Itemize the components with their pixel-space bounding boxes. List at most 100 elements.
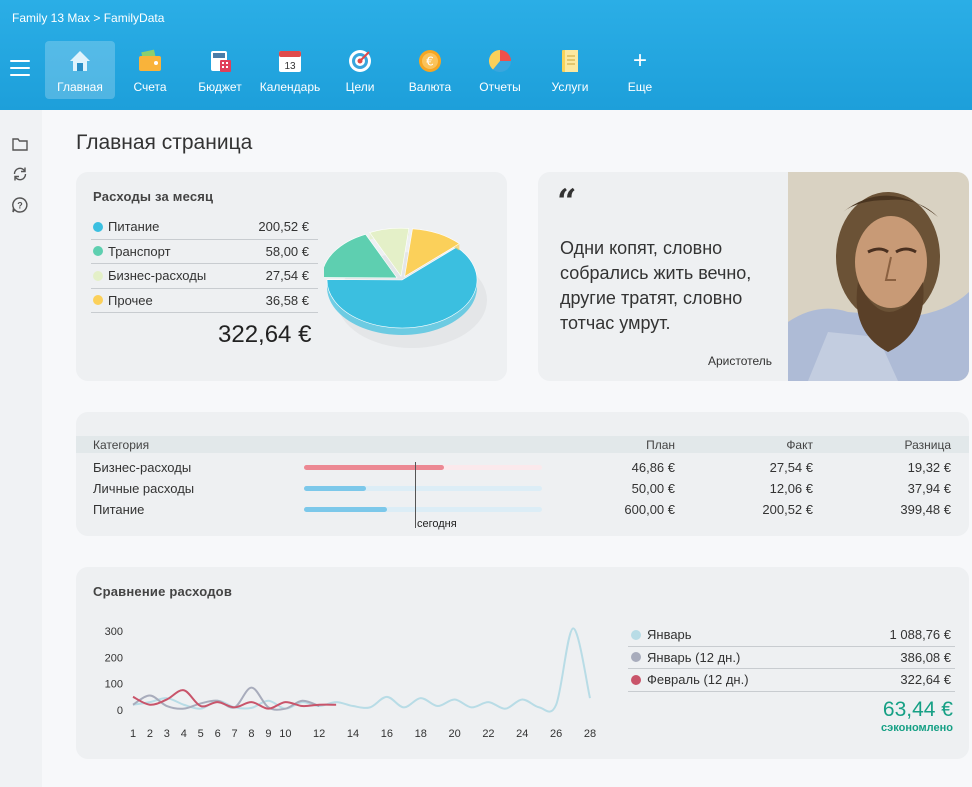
x-tick-label: 4 — [181, 728, 187, 740]
nav-item-goals[interactable]: Цели — [325, 41, 395, 99]
budget-plan: 50,00 € — [631, 481, 675, 496]
legend-value: 322,64 € — [900, 672, 951, 688]
legend-item[interactable]: Январь 1 088,76 € — [628, 624, 955, 647]
table-row[interactable]: Личные расходы 50,00 € 12,06 € 37,94 € — [76, 478, 969, 499]
legend-name: Февраль (12 дн.) — [647, 672, 749, 688]
pie-report-icon — [486, 47, 514, 75]
x-tick-label: 24 — [516, 728, 528, 740]
quote-card: “ Одни копят, словно собрались жить вечн… — [538, 172, 969, 381]
legend-item[interactable]: Январь (12 дн.) 386,08 € — [628, 647, 955, 669]
legend-value: 386,08 € — [900, 649, 951, 665]
color-dot — [93, 221, 103, 232]
pie-slice — [324, 233, 398, 279]
nav-item-accounts[interactable]: Счета — [115, 41, 185, 99]
folder-icon[interactable] — [11, 135, 29, 153]
menu-icon[interactable] — [10, 60, 30, 76]
expense-name: Транспорт — [108, 243, 171, 259]
list-item[interactable]: Питание 200,52 € — [91, 215, 318, 240]
budget-category: Личные расходы — [93, 481, 195, 496]
nav-label: Счета — [133, 80, 167, 94]
nav-item-budget[interactable]: Бюджет — [185, 41, 255, 99]
column-header-category: Категория — [93, 438, 150, 452]
legend-value: 1 088,76 € — [889, 627, 951, 643]
plus-icon: + — [632, 47, 647, 74]
table-row[interactable]: Бизнес-расходы 46,86 € 27,54 € 19,32 € — [76, 457, 969, 478]
expenses-pie-chart[interactable] — [324, 220, 494, 360]
expense-comparison-card: Сравнение расходов 300 200 100 0 1 2 3 4 5 6 7 8 9 10… — [76, 567, 969, 759]
calendar-day: 13 — [284, 61, 296, 72]
table-row[interactable]: Питание 600,00 € 200,52 € 399,48 € — [76, 499, 969, 520]
x-tick-label: 9 — [265, 728, 271, 740]
x-tick-label: 1 — [130, 728, 136, 740]
expense-name: Бизнес-расходы — [108, 268, 207, 284]
y-tick-label: 200 — [105, 652, 123, 664]
x-tick-label: 18 — [415, 728, 427, 740]
expense-list: Питание 200,52 € Транспорт 58,00 € Бизне… — [91, 215, 318, 313]
x-tick-label: 8 — [248, 728, 254, 740]
nav-label: Еще — [627, 80, 653, 94]
y-tick-label: 100 — [105, 679, 123, 691]
nav-label: Календарь — [259, 80, 321, 94]
list-item[interactable]: Прочее 36,58 € — [91, 289, 318, 313]
series-line — [132, 689, 337, 710]
help-icon[interactable]: ? — [11, 196, 29, 214]
main-nav: Главная Счета Бюджет 13 Календарь Цели — [45, 41, 675, 99]
nav-label: Услуги — [551, 80, 589, 94]
budget-fact: 12,06 € — [769, 481, 813, 496]
color-dot — [631, 629, 641, 640]
nav-item-services[interactable]: Услуги — [535, 41, 605, 99]
budget-plan: 600,00 € — [624, 502, 675, 517]
budget-plan: 46,86 € — [631, 460, 675, 475]
budget-fact: 27,54 € — [769, 460, 813, 475]
pie-slice — [404, 228, 460, 278]
quote-mark: “ — [557, 182, 577, 222]
x-tick-label: 22 — [482, 728, 494, 740]
progress-track — [304, 486, 542, 491]
card-title: Сравнение расходов — [93, 584, 233, 599]
color-dot — [93, 270, 103, 281]
document-icon — [556, 47, 584, 75]
progress-bar — [304, 486, 366, 491]
nav-label: Бюджет — [198, 80, 242, 94]
svg-text:€: € — [426, 55, 434, 69]
budget-diff: 399,48 € — [900, 502, 951, 517]
x-tick-label: 16 — [381, 728, 393, 740]
target-icon — [346, 47, 374, 75]
saved-amount: 63,44 € — [882, 698, 953, 721]
today-marker — [415, 462, 416, 528]
legend-item[interactable]: Февраль (12 дн.) 322,64 € — [628, 669, 955, 692]
left-sidebar: ? — [0, 110, 42, 787]
legend-name: Январь — [647, 627, 692, 643]
color-dot — [93, 295, 103, 306]
calculator-icon — [206, 47, 234, 75]
color-dot — [631, 652, 641, 663]
progress-bar — [304, 465, 445, 470]
calendar-icon: 13 — [276, 47, 304, 75]
monthly-expenses-card[interactable]: Расходы за месяц Питание 200,52 € Трансп… — [76, 172, 507, 381]
card-title: Расходы за месяц — [93, 189, 214, 204]
budget-fact: 200,52 € — [762, 502, 813, 517]
budget-progress-card: Категория План Факт Разница Бизнес-расхо… — [76, 412, 969, 536]
color-dot — [631, 674, 641, 685]
nav-item-home[interactable]: Главная — [45, 41, 115, 99]
expense-total: 322,64 € — [218, 321, 312, 348]
x-tick-label: 5 — [198, 728, 204, 740]
coin-icon: € — [416, 47, 444, 75]
x-tick-label: 12 — [313, 728, 325, 740]
nav-item-more[interactable]: + Еще — [605, 41, 675, 99]
breadcrumb[interactable]: Family 13 Max > FamilyData — [12, 11, 165, 25]
progress-bar — [304, 507, 388, 512]
nav-item-currency[interactable]: € Валюта — [395, 41, 465, 99]
list-item[interactable]: Бизнес-расходы 27,54 € — [91, 264, 318, 289]
list-item[interactable]: Транспорт 58,00 € — [91, 240, 318, 264]
chart-legend: Январь 1 088,76 € Январь (12 дн.) 386,08… — [628, 624, 955, 692]
nav-item-calendar[interactable]: 13 Календарь — [255, 41, 325, 99]
x-tick-label: 6 — [215, 728, 221, 740]
nav-item-reports[interactable]: Отчеты — [465, 41, 535, 99]
refresh-icon[interactable] — [11, 165, 29, 183]
nav-label: Цели — [345, 80, 375, 94]
pie-slice — [326, 246, 478, 329]
today-label: сегодня — [417, 518, 457, 530]
top-toolbar: Family 13 Max > FamilyData Главная Счета… — [0, 0, 972, 110]
